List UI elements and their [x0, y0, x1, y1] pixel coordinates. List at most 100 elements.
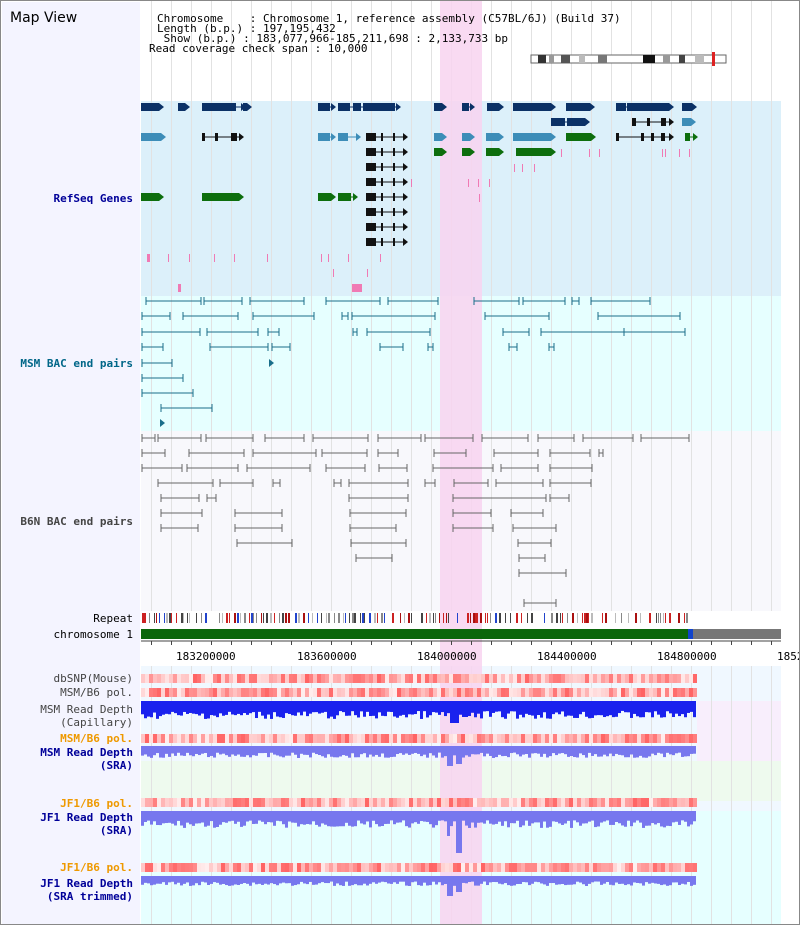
polymorphism-cell	[673, 734, 677, 743]
repeat-element	[317, 613, 318, 623]
polymorphism-cell	[557, 734, 561, 743]
polymorphism-cell	[441, 863, 445, 872]
read-depth-bar	[555, 876, 558, 885]
read-depth-bar	[690, 701, 693, 712]
gene-strand-arrow	[403, 133, 408, 141]
polymorphism-cell	[449, 674, 453, 683]
track-label-jf1-b6-pol-2[interactable]: JF1/B6 pol.	[60, 861, 133, 874]
read-depth-bar	[330, 701, 333, 717]
polymorphism-cell	[357, 863, 361, 872]
polymorphism-cell	[249, 863, 253, 872]
read-depth-bar	[510, 876, 513, 886]
track-label-jf1-b6-pol-1[interactable]: JF1/B6 pol.	[60, 797, 133, 810]
repeat-element	[229, 613, 230, 623]
repeat-element	[640, 613, 641, 623]
read-depth-bar	[645, 701, 648, 713]
read-depth-bar	[420, 701, 423, 719]
track-label-msm-bac[interactable]: MSM BAC end pairs	[20, 357, 133, 370]
repeat-element	[303, 613, 305, 623]
repeat-element	[584, 613, 586, 623]
polymorphism-cell	[273, 734, 277, 743]
track-label-dbsnp[interactable]: dbSNP(Mouse)	[53, 672, 133, 685]
track-label-b6n-bac[interactable]: B6N BAC end pairs	[20, 515, 133, 528]
read-depth-bar	[261, 746, 264, 754]
polymorphism-cell	[481, 734, 485, 743]
polymorphism-cell	[341, 688, 345, 697]
track-label-msm-depth-sra[interactable]: MSM Read Depth (SRA)	[40, 746, 133, 772]
read-depth-bar	[540, 701, 543, 718]
polymorphism-cell	[229, 863, 233, 872]
read-depth-bar	[465, 811, 468, 826]
gene-exon	[682, 103, 692, 111]
track-label-jf1-depth-sra[interactable]: JF1 Read Depth (SRA)	[40, 811, 133, 837]
repeat-element	[345, 613, 346, 623]
read-depth-bar	[243, 701, 246, 714]
read-depth-bar	[678, 876, 681, 886]
polymorphism-cell	[457, 863, 461, 872]
polymorphism-cell	[429, 688, 433, 697]
read-depth-bar	[513, 746, 516, 753]
polymorphism-cell	[457, 734, 461, 743]
read-depth-bar	[585, 876, 588, 886]
gene-exon	[661, 118, 666, 126]
read-depth-bar	[627, 811, 630, 821]
polymorphism-cell	[413, 674, 417, 683]
repeat-element	[377, 613, 378, 623]
polymorphism-cell	[273, 798, 277, 807]
track-label-msm-b6-pol-1[interactable]: MSM/B6 pol.	[60, 686, 133, 699]
polymorphism-cell	[381, 734, 385, 743]
read-depth-bar	[456, 876, 459, 892]
polymorphism-cell	[453, 674, 457, 683]
polymorphism-cell	[641, 734, 645, 743]
read-depth-bar	[348, 876, 351, 886]
track-label-msm-b6-pol-2[interactable]: MSM/B6 pol.	[60, 732, 133, 745]
polymorphism-cell	[533, 863, 537, 872]
polymorphism-cell	[637, 734, 641, 743]
polymorphism-cell	[157, 688, 161, 697]
polymorphism-cell	[545, 863, 549, 872]
read-depth-bar	[390, 811, 393, 821]
read-depth-bar	[531, 876, 534, 884]
polymorphism-cell	[521, 863, 525, 872]
polymorphism-cell	[421, 798, 425, 807]
polymorphism-cell	[161, 798, 165, 807]
polymorphism-cell	[377, 863, 381, 872]
read-depth-bar	[378, 746, 381, 757]
gene-exon	[338, 103, 350, 111]
repeat-element	[334, 613, 335, 623]
read-depth-bar	[180, 701, 183, 716]
read-depth-bar	[552, 811, 555, 822]
track-label-refseq[interactable]: RefSeq Genes	[53, 192, 133, 205]
polymorphism-cell	[541, 798, 545, 807]
read-depth-bar	[423, 746, 426, 755]
repeat-element	[364, 613, 365, 623]
polymorphism-cell	[421, 863, 425, 872]
read-depth-bar	[537, 811, 540, 823]
polymorphism-cell	[349, 674, 353, 683]
read-depth-bar	[612, 811, 615, 825]
polymorphism-cell	[409, 863, 413, 872]
repeat-element	[470, 613, 471, 623]
read-depth-bar	[387, 746, 390, 758]
read-depth-bar	[264, 876, 267, 884]
read-depth-bar	[222, 811, 225, 823]
read-depth-bar	[288, 701, 291, 714]
track-label-jf1-depth-trimmed[interactable]: JF1 Read Depth (SRA trimmed)	[40, 877, 133, 903]
polymorphism-cell	[469, 798, 473, 807]
mirna-feature	[679, 149, 680, 157]
read-depth-bar	[561, 811, 564, 825]
track-label-msm-depth-capillary[interactable]: MSM Read Depth (Capillary)	[40, 703, 133, 729]
read-depth-bar	[612, 746, 615, 757]
polymorphism-cell	[653, 798, 657, 807]
gene-strand-arrow	[331, 103, 336, 111]
polymorphism-cell	[173, 863, 177, 872]
read-depth-bar	[354, 811, 357, 827]
read-depth-bar	[189, 876, 192, 886]
polymorphism-cell	[169, 688, 173, 697]
read-depth-bar	[381, 701, 384, 716]
read-depth-bar	[657, 876, 660, 884]
read-depth-bar	[483, 876, 486, 882]
length-info: Length (b.p.) : 197,195,432	[157, 22, 336, 35]
read-depth-bar	[312, 746, 315, 753]
